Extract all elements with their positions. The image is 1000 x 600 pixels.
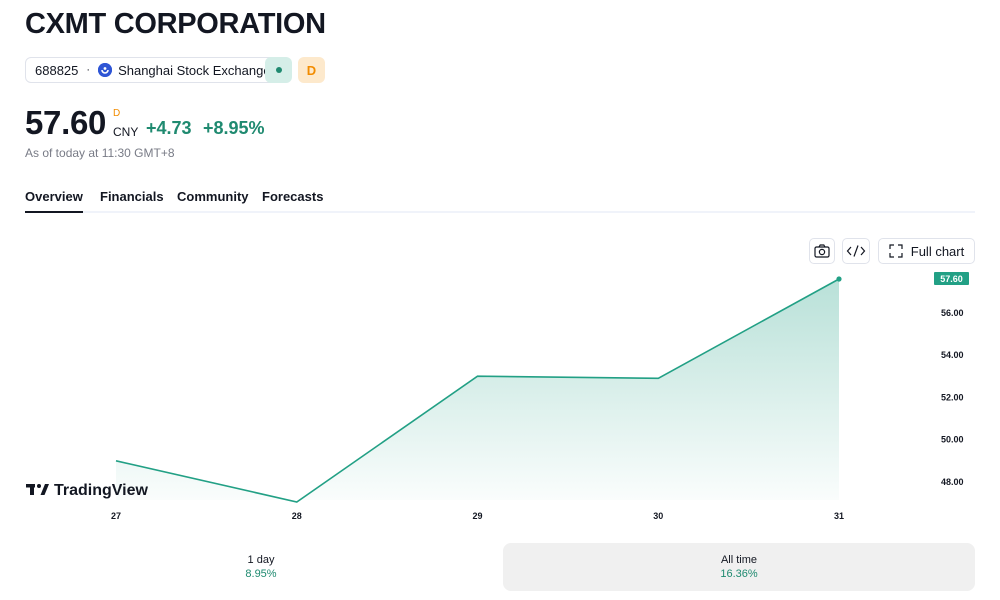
tradingview-wordmark: TradingView [54, 482, 149, 499]
price-delay-marker: D [113, 108, 121, 119]
price-currency: CNY [113, 125, 139, 139]
quote-timestamp: As of today at 11:30 GMT+8 [25, 146, 175, 160]
snapshot-button[interactable] [809, 238, 835, 264]
separator: · [86, 64, 91, 76]
range-label: 1 day [247, 554, 275, 566]
chart-last-point [836, 276, 842, 282]
price-chart[interactable]: 48.00 50.00 52.00 54.00 56.00 27 28 29 30 31 57.… [0, 270, 1000, 530]
x-tick-label: 27 [111, 511, 121, 521]
market-open-status-badge[interactable] [265, 57, 292, 83]
chart-area-fill [116, 279, 839, 502]
price-change-percent: +8.95% [203, 118, 265, 138]
x-tick-label: 29 [472, 511, 482, 521]
exchange-pill[interactable]: 688825 · Shanghai Stock Exchange [25, 57, 281, 83]
section-tabs: Overview Financials Community Forecasts [25, 186, 975, 213]
current-price: 57.60 [25, 104, 107, 141]
embed-code-button[interactable] [842, 238, 870, 264]
y-axis: 48.00 50.00 52.00 54.00 56.00 [941, 308, 964, 487]
exchange-name: Shanghai Stock Exchange [118, 62, 271, 78]
tab-community[interactable]: Community [177, 189, 249, 204]
full-chart-button[interactable]: Full chart [878, 238, 975, 264]
x-tick-label: 28 [292, 511, 302, 521]
tradingview-logo[interactable]: TradingView [26, 482, 149, 499]
range-change: 8.95% [245, 568, 277, 580]
x-axis: 27 28 29 30 31 [111, 511, 844, 521]
tab-overview[interactable]: Overview [25, 189, 83, 213]
price-change: +4.73 [146, 118, 192, 138]
x-tick-label: 30 [653, 511, 663, 521]
market-status-dot-icon [275, 67, 282, 73]
y-tick-label: 50.00 [941, 435, 964, 445]
y-tick-label: 52.00 [941, 392, 964, 402]
ticker-symbol: 688825 [35, 62, 79, 78]
y-tick-label: 48.00 [941, 477, 964, 487]
exchange-logo-icon [98, 63, 113, 77]
tradingview-mark-icon [26, 484, 49, 495]
range-change: 16.36% [720, 568, 758, 580]
fullscreen-icon [889, 244, 903, 258]
range-all-time-button[interactable]: All time 16.36% [503, 543, 975, 591]
last-price-tag: 57.60 [934, 272, 969, 285]
range-label: All time [720, 554, 758, 566]
full-chart-label: Full chart [910, 243, 965, 259]
company-title: CXMT CORPORATION [25, 8, 326, 40]
last-price-label: 57.60 [940, 274, 963, 284]
camera-icon [814, 244, 830, 258]
delayed-data-badge[interactable]: D [298, 57, 325, 83]
y-tick-label: 56.00 [941, 308, 964, 318]
range-1-day-button[interactable]: 1 day 8.95% [25, 543, 497, 591]
tab-forecasts[interactable]: Forecasts [262, 189, 324, 204]
x-tick-label: 31 [834, 511, 844, 521]
code-icon [846, 245, 866, 257]
tab-financials[interactable]: Financials [100, 189, 164, 204]
y-tick-label: 54.00 [941, 350, 964, 360]
chart-series-line [115, 278, 840, 503]
